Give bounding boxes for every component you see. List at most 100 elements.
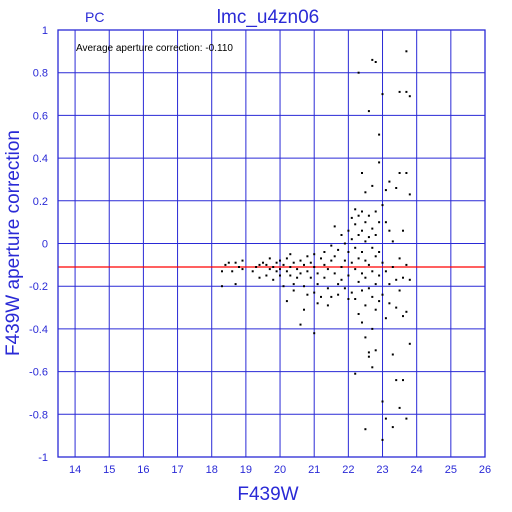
y-tick-label: -1 <box>38 452 48 464</box>
data-point <box>357 234 360 236</box>
data-point <box>354 372 357 375</box>
data-point <box>364 191 367 194</box>
data-point <box>405 50 408 53</box>
data-point <box>238 266 240 268</box>
data-point <box>395 379 398 382</box>
data-point <box>408 278 411 281</box>
data-point <box>367 263 370 266</box>
data-point <box>361 289 363 292</box>
average-annotation: Average aperture correction: -0.110 <box>76 43 233 54</box>
data-point <box>347 298 350 300</box>
data-point <box>398 257 401 260</box>
y-tick-label: 0.6 <box>33 110 48 122</box>
data-point <box>384 270 387 273</box>
x-axis-label: F439W <box>237 484 298 505</box>
plot-frame <box>57 29 486 458</box>
data-point <box>275 270 278 273</box>
data-point <box>398 172 401 174</box>
data-point <box>388 283 391 286</box>
data-point <box>374 255 377 258</box>
data-points <box>221 50 411 441</box>
data-point <box>282 263 285 266</box>
data-point <box>299 272 302 275</box>
data-point <box>381 293 384 296</box>
data-point <box>299 323 302 326</box>
data-point <box>262 261 264 264</box>
data-point <box>381 261 384 264</box>
data-point <box>265 274 268 277</box>
chart-title: lmc_u4zn06 <box>217 7 319 28</box>
data-point <box>354 268 357 271</box>
data-point <box>316 283 319 286</box>
data-point <box>402 229 404 232</box>
data-point <box>330 259 333 262</box>
data-point <box>361 229 363 232</box>
data-point <box>395 306 398 309</box>
data-point <box>354 223 357 226</box>
data-point <box>316 302 319 305</box>
data-point <box>313 291 316 294</box>
data-point <box>258 276 261 279</box>
data-point <box>241 268 244 271</box>
data-point <box>268 257 271 260</box>
data-point <box>337 293 340 296</box>
data-point <box>350 291 353 294</box>
data-point <box>374 234 377 236</box>
data-point <box>388 302 391 305</box>
data-point <box>405 90 408 93</box>
data-point <box>323 263 326 266</box>
data-point <box>408 193 411 196</box>
data-point <box>378 300 381 303</box>
data-point <box>381 204 384 207</box>
data-point <box>285 270 288 273</box>
data-point <box>224 263 227 266</box>
data-point <box>309 261 312 264</box>
data-point <box>258 263 261 266</box>
data-point <box>364 304 367 307</box>
data-point <box>378 274 381 277</box>
data-point <box>275 261 278 264</box>
data-point <box>354 298 357 300</box>
data-point <box>320 257 322 260</box>
data-point <box>381 438 384 441</box>
data-point <box>374 349 377 352</box>
data-point <box>374 283 377 286</box>
data-point <box>364 259 367 262</box>
data-point <box>408 342 411 345</box>
corner-label: PC <box>85 9 104 25</box>
data-point <box>402 315 404 318</box>
data-point <box>371 295 374 298</box>
data-point <box>371 227 374 230</box>
grid-lines <box>58 30 485 457</box>
data-point <box>388 229 391 232</box>
data-point <box>361 321 363 324</box>
data-point <box>367 214 370 217</box>
data-point <box>371 58 374 61</box>
y-tick-label: -0.2 <box>29 281 48 293</box>
data-point <box>364 428 367 431</box>
data-point <box>306 255 309 258</box>
data-point <box>374 61 377 63</box>
data-point <box>279 259 281 262</box>
data-point <box>251 270 254 273</box>
data-point <box>326 268 329 271</box>
data-point <box>299 259 302 262</box>
data-point <box>408 95 411 98</box>
data-point <box>405 172 408 174</box>
data-point <box>371 246 374 249</box>
data-point <box>234 261 237 264</box>
data-point <box>402 379 404 382</box>
x-tick-labels: 14 15 16 17 18 19 20 21 22 23 24 25 26 <box>69 464 491 476</box>
data-point <box>364 276 367 279</box>
data-point <box>343 242 346 245</box>
data-point <box>296 268 299 271</box>
data-point <box>231 270 234 273</box>
data-point <box>285 257 288 260</box>
data-point <box>313 332 316 335</box>
data-point <box>367 236 370 239</box>
data-point <box>405 263 408 266</box>
data-point <box>340 234 343 236</box>
data-point <box>347 274 350 277</box>
x-tick-label: 24 <box>411 464 423 476</box>
